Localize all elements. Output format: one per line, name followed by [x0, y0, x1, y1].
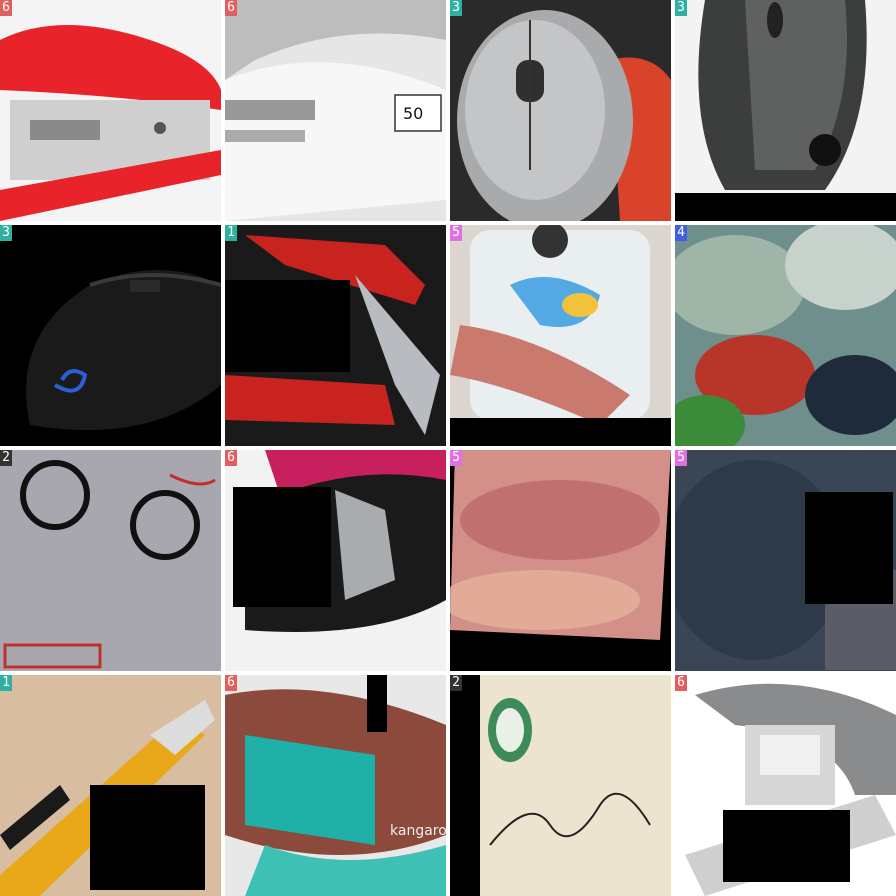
tile-teal-kangaro-stapler: kangaro 6 [225, 675, 446, 896]
tile-black-gaming-mouse: 3 [0, 225, 221, 446]
tile-phone-case: 5 [450, 225, 671, 446]
tile-blurry-colorful: 4 [675, 225, 896, 446]
tile-label: 5 [675, 450, 687, 466]
tile-blurry-pink: 5 [450, 450, 671, 671]
tile-label: 6 [225, 450, 237, 466]
tile-label: 3 [0, 225, 12, 241]
tile-label: 6 [0, 0, 12, 16]
tile-label: 5 [450, 225, 462, 241]
tile-grey-heavy-stapler: 6 [675, 675, 896, 896]
tile-label: 1 [0, 675, 12, 691]
tile-grey-mouse: 3 [450, 0, 671, 221]
tile-red-utility-knife: 1 [225, 225, 446, 446]
tile-label: 3 [675, 0, 687, 16]
tile-label: 2 [0, 450, 12, 466]
tile-logitech-mouse: 3 [675, 0, 896, 221]
tile-label: 3 [450, 0, 462, 16]
tile-black-pink-stapler: 6 [225, 450, 446, 671]
brand-text: kangaro [390, 823, 446, 839]
tile-white-stapler: 50 6 [225, 0, 446, 221]
tile-label: 4 [675, 225, 687, 241]
tile-yellow-box-cutter: 1 [0, 675, 221, 896]
tile-postage-stamps: 2 [0, 450, 221, 671]
box-label: 50 [403, 104, 423, 123]
tile-label: 6 [225, 675, 237, 691]
tile-label: 5 [450, 450, 462, 466]
tile-label: 1 [225, 225, 237, 241]
tile-label: 2 [450, 675, 462, 691]
tile-blurry-dark: 5 [675, 450, 896, 671]
tile-label: 6 [675, 675, 687, 691]
tile-old-envelope: 2 [450, 675, 671, 896]
tile-red-stapler: 6 [0, 0, 221, 221]
tile-label: 6 [225, 0, 237, 16]
